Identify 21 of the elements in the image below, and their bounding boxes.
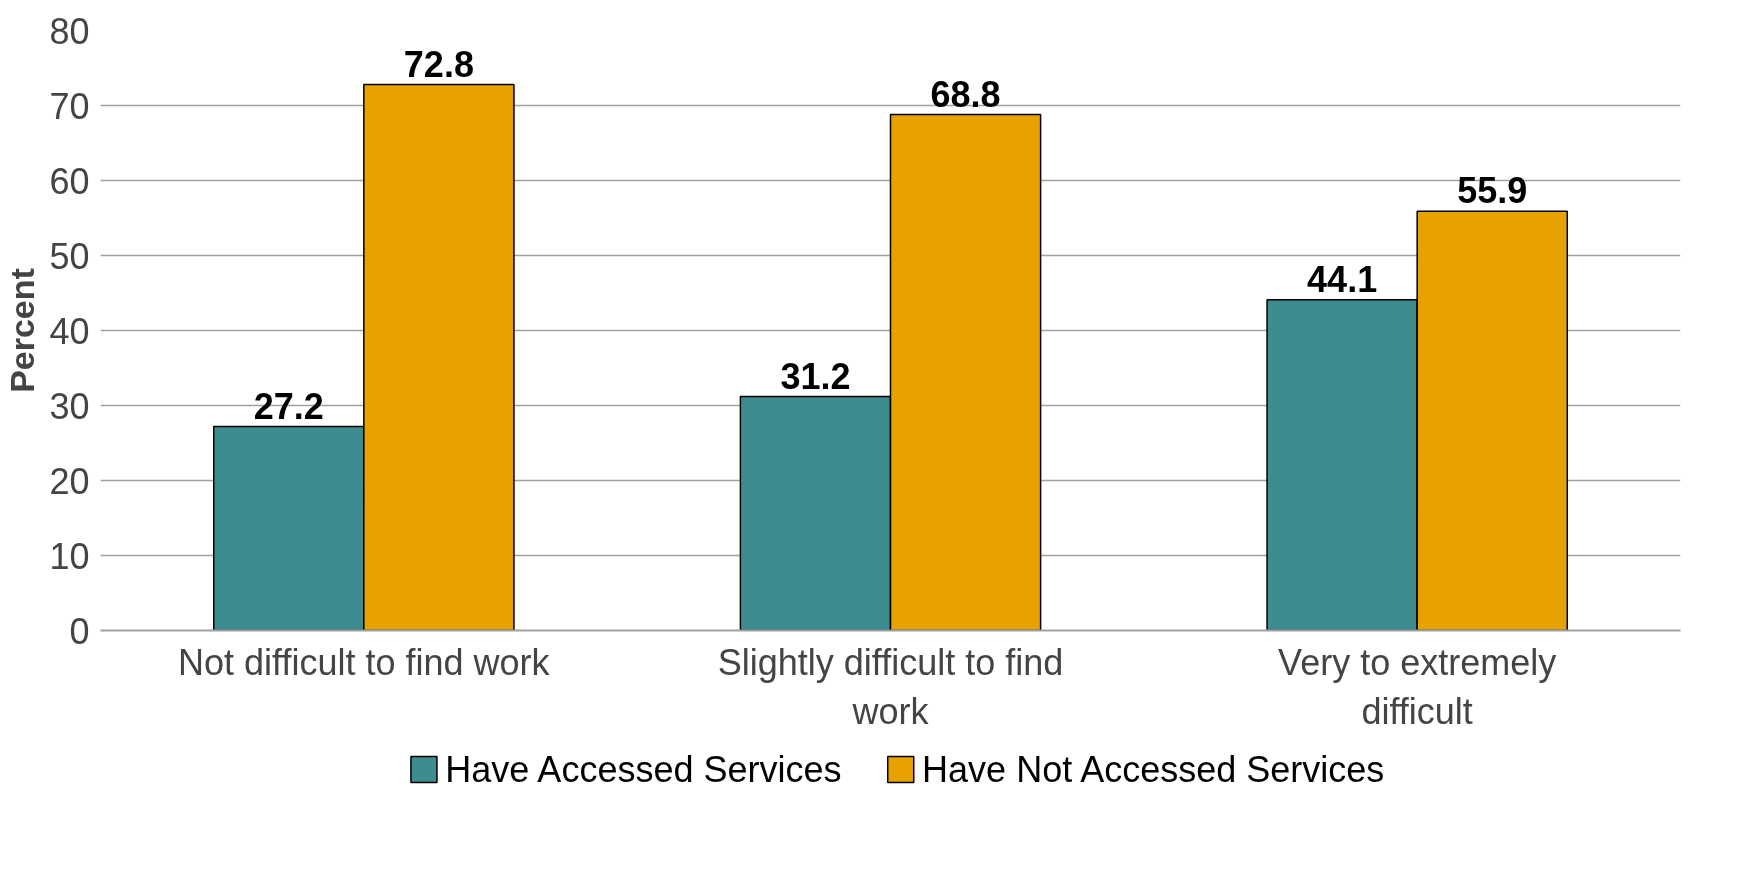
y-tick-label: 30	[49, 385, 90, 427]
data-label: 72.8	[403, 43, 474, 85]
y-tick-label: 0	[69, 610, 90, 652]
data-label: 68.8	[930, 73, 1001, 115]
data-label: 44.1	[1307, 258, 1378, 300]
data-label: 55.9	[1457, 170, 1528, 212]
legend-label: Have Accessed Services	[445, 749, 842, 790]
y-axis-title: Percent	[3, 268, 42, 393]
y-tick-label: 60	[49, 160, 90, 202]
x-tick-label: Not difficult to find work	[178, 641, 551, 683]
y-tick-label: 20	[49, 460, 90, 502]
y-tick-label: 10	[49, 535, 90, 577]
x-tick-label: Very to extremely difficult	[1278, 641, 1557, 732]
x-tick-label: Slightly difficult to find work	[717, 641, 1064, 732]
legend-label: Have Not Accessed Services	[922, 749, 1385, 790]
data-label: 27.2	[253, 385, 324, 427]
y-tick-label: 40	[49, 310, 90, 352]
data-label: 31.2	[780, 355, 851, 397]
y-tick-label: 80	[49, 10, 90, 52]
y-tick-label: 70	[49, 85, 90, 127]
y-tick-label: 50	[49, 235, 90, 277]
